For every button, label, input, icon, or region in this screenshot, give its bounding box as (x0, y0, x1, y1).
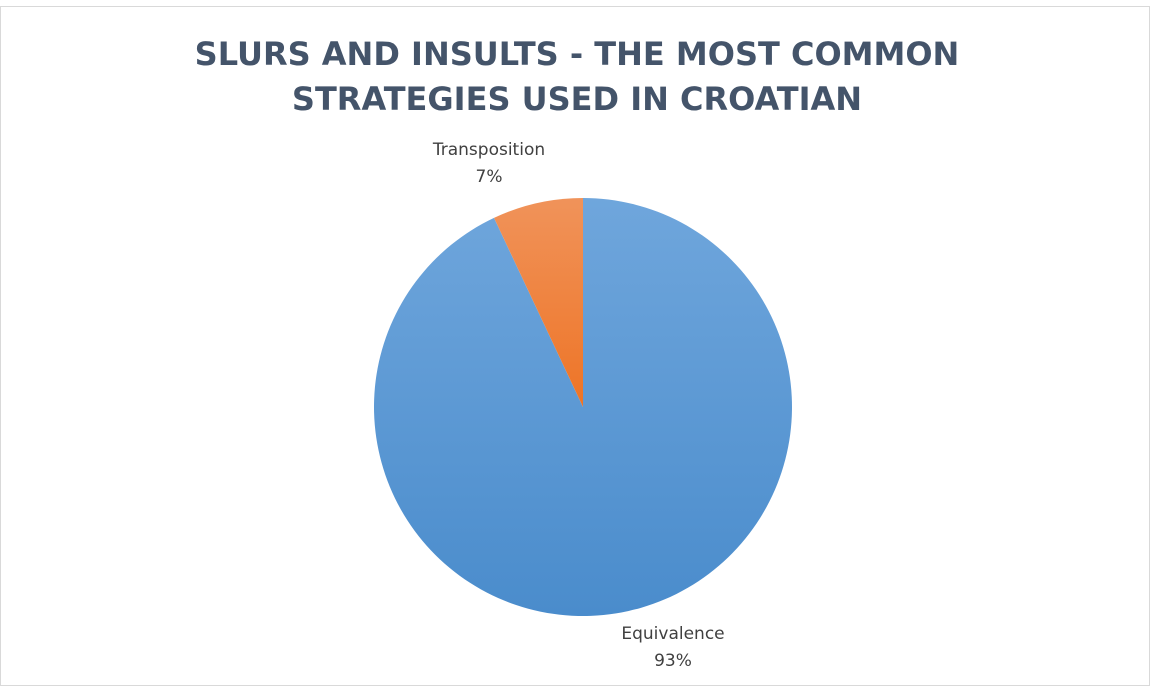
pie-slice-transposition (494, 198, 583, 407)
label-transposition-name: Transposition (432, 140, 545, 160)
pie-slice-equivalence (373, 198, 792, 617)
label-equivalence-value: 93% (654, 651, 692, 671)
chart-title-line-2: STRATEGIES USED IN CROATIAN (291, 80, 863, 118)
label-equivalence-name: Equivalence (621, 624, 724, 644)
chart-title: SLURS AND INSULTS - THE MOST COMMON STRA… (0, 32, 1154, 122)
label-transposition-value: 7% (476, 167, 503, 187)
chart-title-line-1: SLURS AND INSULTS - THE MOST COMMON (194, 35, 960, 73)
